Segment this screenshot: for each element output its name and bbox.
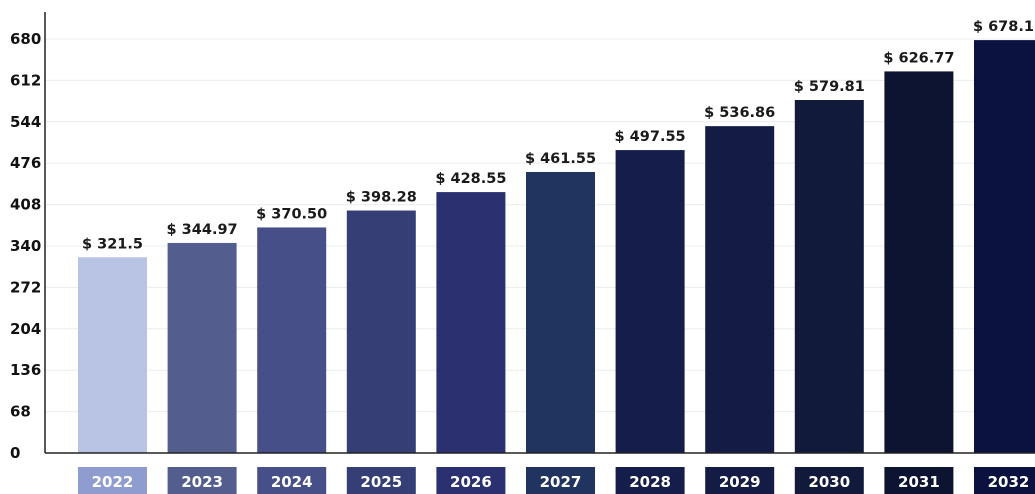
category-label: 2028 (629, 473, 671, 491)
data-label: $ 428.55 (435, 171, 506, 187)
data-label: $ 370.50 (256, 206, 327, 222)
category-label: 2027 (540, 473, 582, 491)
bar (436, 192, 506, 453)
y-tick-label: 408 (10, 196, 41, 214)
bar (705, 126, 775, 453)
bar (346, 210, 416, 453)
category-label-background (346, 467, 416, 494)
category-label: 2026 (450, 473, 492, 491)
y-tick-label: 136 (10, 361, 41, 379)
y-axis-ticks: 0 68 136 204 272 340 408 476 544 612 680 (10, 30, 41, 462)
category-label-background (436, 467, 506, 494)
bar (615, 150, 685, 454)
y-tick-label: 612 (10, 71, 41, 89)
data-label: $ 461.55 (525, 151, 596, 167)
axes (44, 12, 1035, 454)
bar (794, 99, 864, 453)
bar (78, 257, 147, 453)
data-label: $ 344.97 (167, 222, 238, 238)
category-label-background (257, 467, 327, 494)
x-axis-categories: 2022 2023 2024 2025 2026 2027 2028 2029 2030 2031… (78, 467, 1035, 494)
y-tick-label: 544 (10, 113, 41, 131)
y-tick-label: 476 (10, 154, 41, 172)
data-label: $ 536.86 (704, 105, 775, 121)
category-label: 2031 (898, 473, 940, 491)
category-label-background (705, 467, 775, 494)
data-label: $ 321.5 (82, 236, 143, 252)
category-label-background (974, 467, 1035, 494)
data-label: $ 678.17 (973, 19, 1035, 35)
data-label: $ 579.81 (794, 79, 865, 95)
category-label: 2032 (988, 473, 1030, 491)
category-label-background (794, 467, 864, 494)
y-tick-label: 680 (10, 30, 41, 48)
category-label: 2030 (808, 473, 850, 491)
data-labels: $ 321.5 $ 344.97 $ 370.50 $ 398.28 $ 428.55 $… (82, 19, 1035, 252)
bar (167, 242, 237, 453)
bar (884, 71, 954, 453)
y-tick-label: 204 (10, 320, 41, 338)
category-label-background (884, 467, 954, 494)
y-tick-label: 0 (10, 444, 20, 462)
y-tick-label: 272 (10, 278, 41, 296)
category-label: 2022 (92, 473, 134, 491)
bars (78, 40, 1035, 454)
data-label: $ 497.55 (615, 129, 686, 145)
bar (526, 171, 595, 453)
category-label: 2029 (719, 473, 761, 491)
category-label: 2024 (271, 473, 313, 491)
y-tick-label: 340 (10, 237, 41, 255)
category-label-background (615, 467, 685, 494)
category-label: 2025 (360, 473, 402, 491)
category-label-background (526, 467, 595, 494)
category-label-background (78, 467, 147, 494)
bar (974, 40, 1035, 454)
category-label-background (167, 467, 237, 494)
data-label: $ 398.28 (346, 190, 417, 206)
data-label: $ 626.77 (883, 50, 954, 66)
category-label: 2023 (181, 473, 223, 491)
bar (257, 227, 327, 453)
y-tick-label: 68 (10, 403, 31, 421)
